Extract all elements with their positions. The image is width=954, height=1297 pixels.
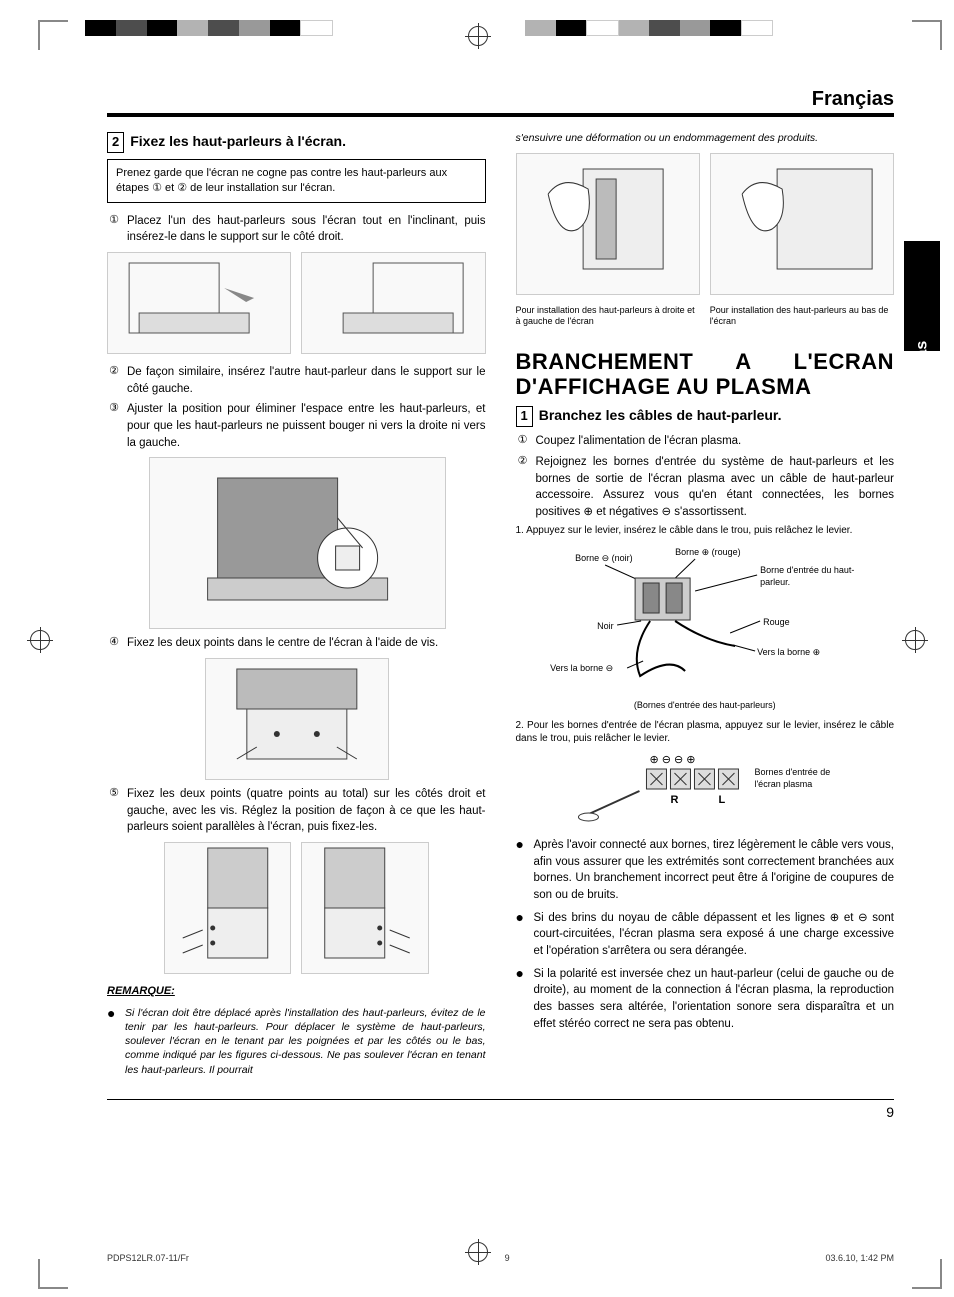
svg-text:Borne ⊕ (rouge): Borne ⊕ (rouge) — [675, 547, 741, 557]
continued-warning: s'ensuivre une déformation ou un endomma… — [516, 131, 895, 145]
svg-text:R: R — [671, 794, 679, 806]
bullet-item: ● Si des brins du noyau de câble dépasse… — [516, 910, 895, 960]
footer-right: 03.6.10, 1:42 PM — [825, 1253, 894, 1263]
svg-text:Borne ⊖ (noir): Borne ⊖ (noir) — [575, 553, 633, 563]
color-strip-right — [525, 20, 773, 36]
substep-1: 1. Appuyez sur le levier, insérez le câb… — [516, 525, 895, 538]
svg-text:Rouge: Rouge — [763, 617, 790, 627]
svg-text:⊕ ⊖ ⊖ ⊕: ⊕ ⊖ ⊖ ⊕ — [650, 754, 696, 766]
crop-mark — [38, 1259, 68, 1289]
remarque-text: Si l'écran doit être déplacé après l'ins… — [125, 1006, 486, 1077]
circled-number-1: ① — [107, 213, 121, 246]
illustration-tilt-left — [301, 252, 485, 354]
svg-text:parleur.: parleur. — [760, 577, 790, 587]
illustration-adjust-position — [149, 457, 446, 629]
svg-text:Vers la borne ⊕: Vers la borne ⊕ — [757, 647, 820, 657]
circled-number-1: ① — [516, 433, 530, 450]
caption-right: Pour installation des haut-parleurs au b… — [710, 305, 894, 327]
illustration-tilt-right — [107, 252, 291, 354]
illustration-move-bottom — [710, 153, 894, 295]
step1-title: Branchez les câbles de haut-parleur. — [539, 407, 782, 423]
list-item: ① Coupez l'alimentation de l'écran plasm… — [516, 433, 895, 450]
illustration-terminal-diagram: Borne ⊖ (noir) Borne ⊕ (rouge) Borne d'e… — [531, 543, 879, 693]
page-number: 9 — [886, 1104, 894, 1120]
step2-heading: 2 Fixez les haut-parleurs à l'écran. — [107, 131, 486, 153]
step2-title: Fixez les haut-parleurs à l'écran. — [130, 133, 346, 149]
remarque-heading: REMARQUE: — [107, 984, 486, 1000]
item-text: Coupez l'alimentation de l'écran plasma. — [536, 433, 895, 450]
illustration-captions: Pour installation des haut-parleurs à dr… — [516, 305, 895, 327]
circled-number-4: ④ — [107, 635, 121, 652]
illustration-side-right — [301, 842, 428, 974]
bullet-item: ● Après l'avoir connecté aux bornes, tir… — [516, 837, 895, 904]
svg-text:Borne d'entrée du haut-: Borne d'entrée du haut- — [760, 565, 854, 575]
list-item: ⑤ Fixez les deux points (quatre points a… — [107, 786, 486, 836]
list-item: ① Placez l'un des haut-parleurs sous l'é… — [107, 213, 486, 246]
svg-text:Noir: Noir — [597, 621, 614, 631]
illustration-pair-side-screws — [164, 842, 429, 974]
warning-box: Prenez garde que l'écran ne cogne pas co… — [107, 159, 486, 203]
step-number-box: 2 — [107, 132, 124, 153]
step-number-box: 1 — [516, 406, 533, 427]
bullet-text: Si des brins du noyau de câble dépassent… — [534, 910, 895, 960]
color-strip-left — [85, 20, 333, 36]
page: Françias 2 Fixez les haut-parleurs à l'éc… — [0, 0, 954, 1297]
illustration-pair-1 — [107, 252, 486, 354]
bullet-dot-icon: ● — [516, 910, 526, 960]
bullet-text: Après l'avoir connecté aux bornes, tirez… — [534, 837, 895, 904]
svg-text:L: L — [719, 794, 726, 806]
item-text: De façon similaire, insérez l'autre haut… — [127, 364, 486, 397]
page-footer-rule: 9 — [107, 1099, 894, 1120]
bullet-dot-icon: ● — [107, 1006, 117, 1077]
illustration-side-left — [164, 842, 291, 974]
list-item: ② Rejoignez les bornes d'entrée du systè… — [516, 454, 895, 521]
left-column: 2 Fixez les haut-parleurs à l'écran. Pren… — [107, 131, 486, 1083]
caption-left: Pour installation des haut-parleurs à dr… — [516, 305, 700, 327]
language-header: Françias — [107, 88, 894, 117]
content-area: Françias 2 Fixez les haut-parleurs à l'éc… — [107, 88, 894, 1217]
right-column: Françias s'ensuivre une déformation ou u… — [516, 131, 895, 1083]
item-text: Placez l'un des haut-parleurs sous l'écr… — [127, 213, 486, 246]
language-side-tab: Françias — [904, 241, 940, 351]
bullet-dot-icon: ● — [516, 966, 526, 1033]
registration-mark-top — [468, 26, 488, 46]
svg-text:l'écran plasma: l'écran plasma — [755, 779, 813, 789]
circled-number-3: ③ — [107, 401, 121, 451]
illustration-center-screws — [205, 658, 389, 780]
item-text: Fixez les deux points dans le centre de … — [127, 635, 486, 652]
bullet-text: Si la polarité est inversée chez un haut… — [534, 966, 895, 1033]
svg-text:Bornes d'entrée de: Bornes d'entrée de — [755, 767, 831, 777]
illustration-pair-moving — [516, 153, 895, 295]
circled-number-2: ② — [107, 364, 121, 397]
step1-heading: 1 Branchez les câbles de haut-parleur. — [516, 405, 895, 427]
svg-text:Vers la borne ⊖: Vers la borne ⊖ — [550, 663, 613, 673]
bullet-item: ● Si la polarité est inversée chez un ha… — [516, 966, 895, 1033]
list-item: ④ Fixez les deux points dans le centre d… — [107, 635, 486, 652]
footer-center: 9 — [505, 1253, 510, 1263]
two-column-layout: 2 Fixez les haut-parleurs à l'écran. Pren… — [107, 131, 894, 1083]
crop-mark — [912, 20, 942, 50]
illustration-plasma-terminals: ⊕ ⊖ ⊖ ⊕ R L Bornes d'entrée de — [572, 751, 837, 831]
crop-mark — [38, 20, 68, 50]
item-text: Fixez les deux points (quatre points au … — [127, 786, 486, 836]
side-tab-label: Françias — [910, 341, 933, 407]
illustration-move-sides — [516, 153, 700, 295]
bullet-dot-icon: ● — [516, 837, 526, 904]
remarque-bullet: ● Si l'écran doit être déplacé après l'i… — [107, 1006, 486, 1077]
print-footer-meta: PDPS12LR.07-11/Fr 9 03.6.10, 1:42 PM — [107, 1253, 894, 1263]
circled-number-5: ⑤ — [107, 786, 121, 836]
substep-2: 2. Pour les bornes d'entrée de l'écran p… — [516, 720, 895, 745]
item-text: Rejoignez les bornes d'entrée du système… — [536, 454, 895, 521]
section-title: BRANCHEMENT A L'ECRAN D'AFFICHAGE AU PLA… — [516, 349, 895, 400]
registration-mark-right — [905, 630, 925, 650]
item-text: Ajuster la position pour éliminer l'espa… — [127, 401, 486, 451]
diagram-caption: (Bornes d'entrée des haut-parleurs) — [516, 699, 895, 712]
footer-left: PDPS12LR.07-11/Fr — [107, 1253, 189, 1263]
registration-mark-left — [30, 630, 50, 650]
circled-number-2: ② — [516, 454, 530, 521]
list-item: ③ Ajuster la position pour éliminer l'es… — [107, 401, 486, 451]
list-item: ② De façon similaire, insérez l'autre ha… — [107, 364, 486, 397]
crop-mark — [912, 1259, 942, 1289]
